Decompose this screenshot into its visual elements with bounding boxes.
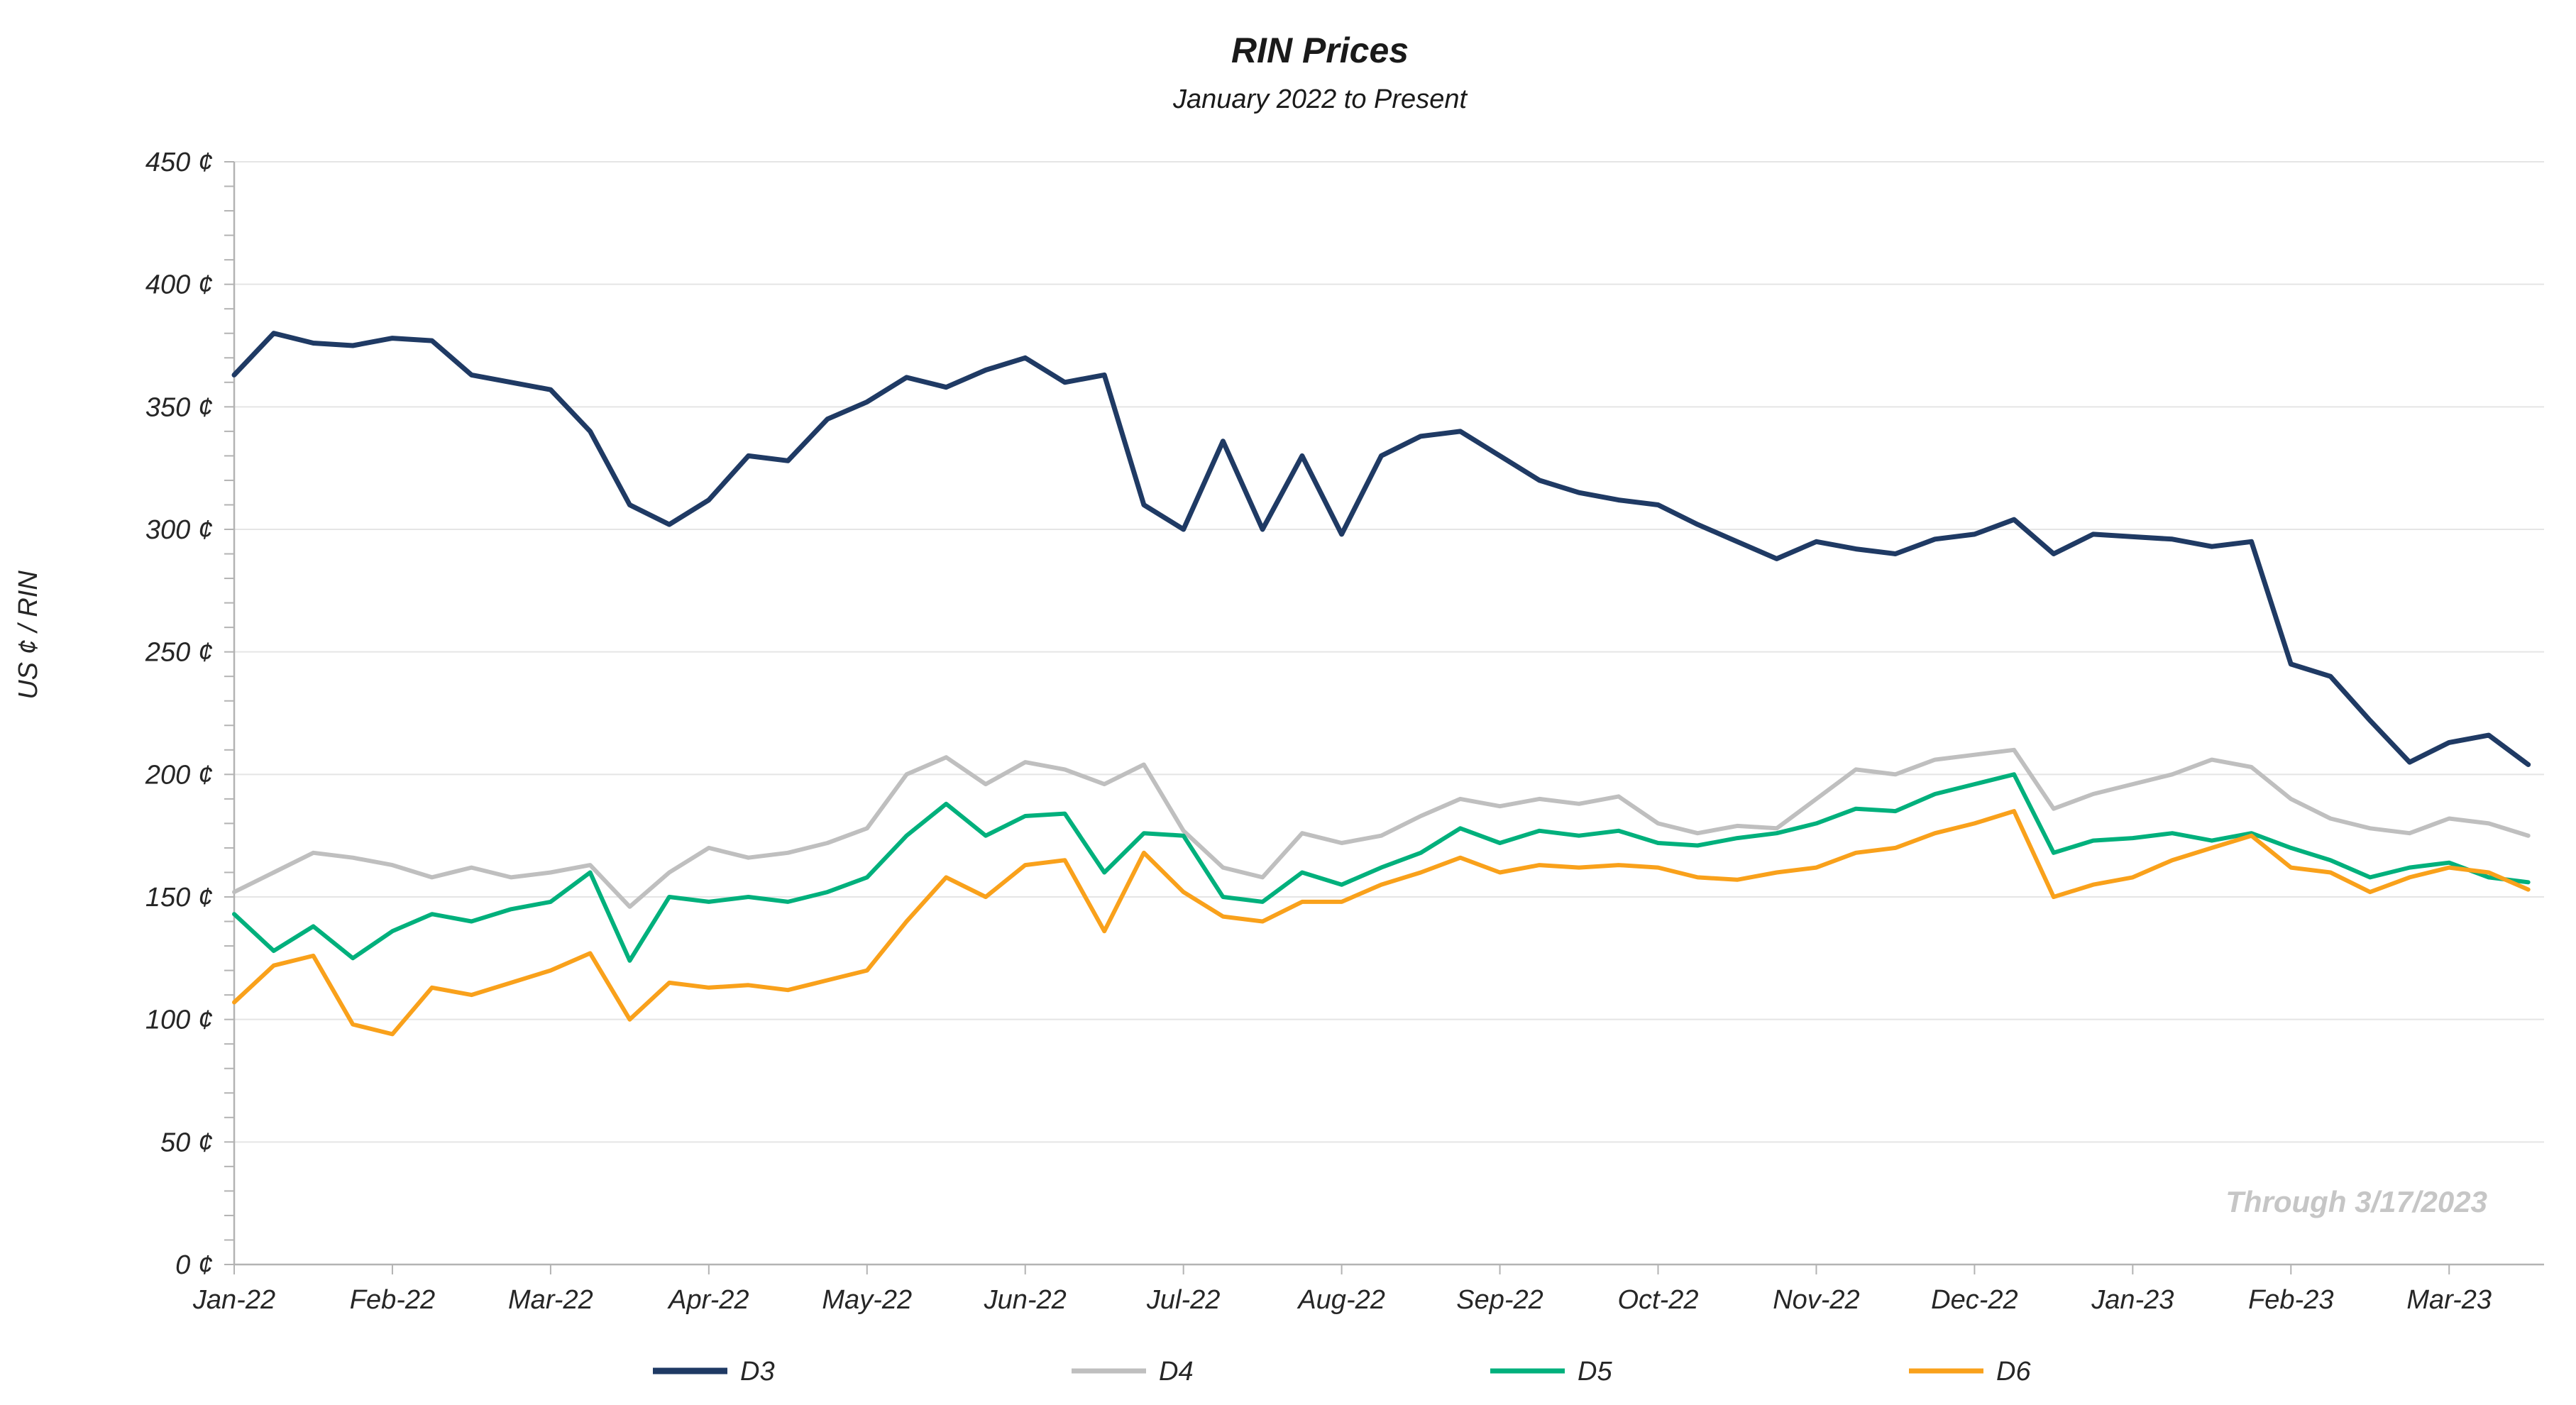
- x-tick-label: May-22: [822, 1285, 912, 1315]
- x-tick-label: Aug-22: [1297, 1285, 1385, 1315]
- series-line-D6: [232, 809, 2531, 1037]
- tick-labels: 0 ¢ 50 ¢ 100 ¢ 150 ¢ 200 ¢ 250 ¢ 300 ¢ 350 ¢ 400…: [145, 148, 2492, 1315]
- y-tick-label: 250 ¢: [145, 638, 213, 668]
- y-tick-label: 50 ¢: [160, 1128, 213, 1157]
- x-tick-label: Feb-23: [2248, 1285, 2333, 1315]
- x-tick-label: Feb-22: [350, 1285, 435, 1315]
- x-tick-label: Jan-22: [192, 1285, 275, 1315]
- x-tick-label: Sep-22: [1456, 1285, 1543, 1315]
- x-tick-label: Dec-22: [1931, 1285, 2018, 1315]
- axes: [224, 161, 2544, 1274]
- legend-label-D3: D3: [740, 1357, 775, 1387]
- x-tick-label: Apr-22: [667, 1285, 749, 1315]
- y-tick-label: 100 ¢: [145, 1005, 213, 1035]
- y-tick-label: 350 ¢: [145, 392, 213, 422]
- gridlines: [234, 161, 2544, 1265]
- x-tick-label: Nov-22: [1773, 1285, 1860, 1315]
- legend-item-D4: D4: [1072, 1357, 1194, 1387]
- series-line-D4: [232, 747, 2531, 909]
- legend-item-D5: D5: [1490, 1357, 1612, 1387]
- y-tick-label: 200 ¢: [145, 760, 213, 790]
- x-tick-label: Mar-23: [2406, 1285, 2492, 1315]
- x-tick-label: Jan-23: [2091, 1285, 2174, 1315]
- y-axis-label: US ¢ / RIN: [13, 571, 43, 700]
- y-tick-label: 450 ¢: [145, 148, 213, 177]
- legend-label-D5: D5: [1578, 1357, 1612, 1387]
- chart-title: RIN Prices: [1231, 31, 1409, 70]
- x-tick-label: Jun-22: [984, 1285, 1067, 1315]
- legend-label-D4: D4: [1159, 1357, 1194, 1387]
- series-lines: [231, 331, 2531, 1037]
- chart-subtitle: January 2022 to Present: [1172, 84, 1468, 114]
- y-tick-label: 0 ¢: [175, 1250, 213, 1280]
- y-tick-label: 400 ¢: [145, 270, 213, 300]
- legend-label-D6: D6: [1996, 1357, 2031, 1387]
- legend: D3 D4 D5 D6: [653, 1357, 2031, 1387]
- legend-item-D3: D3: [653, 1357, 775, 1387]
- legend-item-D6: D6: [1909, 1357, 2031, 1387]
- series-line-D5: [232, 772, 2531, 963]
- through-date-annotation: Through 3/17/2023: [2225, 1185, 2487, 1218]
- x-tick-label: Jul-22: [1146, 1285, 1221, 1315]
- x-tick-label: Oct-22: [1617, 1285, 1698, 1315]
- series-line-D3: [231, 331, 2531, 767]
- x-tick-label: Mar-22: [508, 1285, 593, 1315]
- y-tick-label: 300 ¢: [145, 515, 213, 545]
- y-tick-label: 150 ¢: [145, 883, 213, 913]
